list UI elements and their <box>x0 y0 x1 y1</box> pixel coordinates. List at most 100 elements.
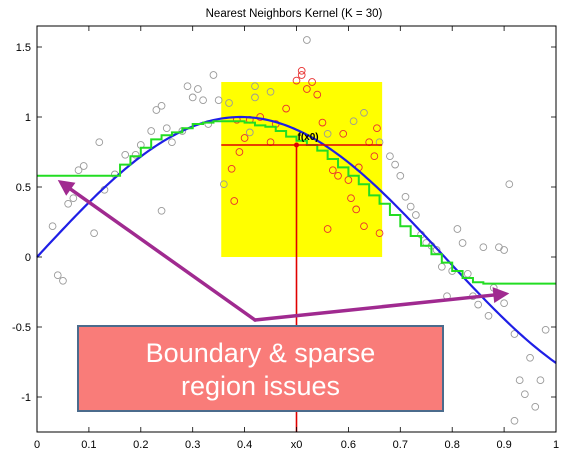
neighbor-point <box>334 171 342 180</box>
callout-arrow-shaft <box>253 293 496 322</box>
data-point <box>147 127 156 135</box>
data-point <box>437 262 446 271</box>
data-point <box>484 311 493 320</box>
query-label: f(x0) <box>298 132 319 143</box>
neighbor-point <box>240 134 249 142</box>
neighbor-point <box>347 194 355 203</box>
data-point <box>121 150 130 159</box>
data-point <box>323 129 332 138</box>
arrow-layer <box>57 180 510 322</box>
data-point <box>245 128 254 137</box>
data-point <box>396 171 405 180</box>
query-point <box>294 142 299 148</box>
data-point <box>251 82 259 91</box>
y-tick-label: 0 <box>25 252 31 264</box>
y-tick-label: 1 <box>25 112 31 124</box>
data-point <box>526 353 534 362</box>
x-tick-label: 0.6 <box>341 439 356 451</box>
data-point <box>458 239 467 247</box>
data-point <box>74 166 83 175</box>
neighbor-point <box>373 124 381 133</box>
data-point <box>183 82 192 91</box>
data-point <box>209 71 218 79</box>
neighbor-point <box>297 71 306 79</box>
neighbor-point <box>235 148 244 156</box>
data-point <box>251 93 259 102</box>
data-point <box>64 199 72 208</box>
data-point <box>515 376 524 385</box>
callout-arrow-shaft <box>69 187 257 322</box>
data-point <box>406 202 415 211</box>
ticks-layer: 0 0.1 0.2 0.3 0.4 x0 0.6 0.7 0.8 0.9 1 1.5 1 0.5 0 -0.5… <box>12 26 559 451</box>
knn-fit-line <box>37 120 556 285</box>
x-tick-label: 0.8 <box>445 439 460 451</box>
x-tick-label: 0.2 <box>133 439 148 451</box>
data-point <box>500 299 508 308</box>
data-point <box>194 85 202 93</box>
data-point <box>510 330 519 338</box>
chart-title: Nearest Neighbors Kernel (K = 30) <box>206 8 383 20</box>
neighbor-point <box>292 76 301 85</box>
neighbor-point <box>297 66 306 75</box>
neighbor-point <box>360 222 368 231</box>
y-tick-label: -0.5 <box>12 322 31 334</box>
data-point <box>152 106 161 114</box>
data-point <box>90 229 98 238</box>
data-point <box>500 246 508 254</box>
data-point <box>79 162 88 170</box>
x-tick-label: x0 <box>291 439 303 451</box>
true-function-line <box>36 115 557 364</box>
data-point <box>157 206 166 215</box>
data-point <box>168 138 176 147</box>
neighbor-point <box>318 118 327 127</box>
data-point <box>536 376 545 385</box>
data-point <box>225 99 233 107</box>
data-point <box>188 93 197 102</box>
y-tick-label: 0.5 <box>16 182 31 194</box>
data-point <box>391 160 399 169</box>
data-point <box>453 225 462 233</box>
x-tick-label: 0.4 <box>237 439 252 451</box>
x-tick-label: 0.7 <box>393 439 408 451</box>
x-tick-label: 0.9 <box>496 439 511 451</box>
x-tick-label: 0 <box>34 439 40 451</box>
neighbor-point <box>370 152 379 161</box>
data-point <box>214 96 223 105</box>
neighbor-point <box>339 129 348 138</box>
data-point <box>386 152 394 161</box>
data-point <box>48 222 57 231</box>
neighbor-point <box>328 166 337 175</box>
y-tick-label: 1.5 <box>16 42 31 54</box>
callout-arrow-head <box>57 180 76 196</box>
data-point <box>474 300 483 309</box>
data-point <box>349 117 358 126</box>
data-point <box>521 390 529 399</box>
callout-arrow-head <box>492 287 510 304</box>
x-tick-label: 1 <box>553 439 559 451</box>
neighbor-point <box>303 85 311 93</box>
data-point <box>505 180 514 189</box>
data-point <box>95 138 104 147</box>
data-point <box>266 87 275 96</box>
data-point <box>479 243 488 252</box>
x-tick-label: 0.3 <box>185 439 200 451</box>
neighbor-point <box>282 104 290 113</box>
data-point <box>412 211 420 219</box>
data-point <box>59 276 67 285</box>
neighbor-point <box>308 78 316 86</box>
data-point <box>303 36 311 44</box>
callout-line-2: region issues <box>180 371 341 401</box>
callout-line-1: Boundary & sparse <box>145 338 376 368</box>
neighbor-point <box>230 197 239 205</box>
neighbor-point <box>375 229 384 238</box>
data-point <box>531 402 540 411</box>
neighbor-point <box>227 164 236 173</box>
data-point <box>401 192 410 201</box>
x-tick-label: 0.1 <box>81 439 96 451</box>
neighbor-point <box>313 90 322 99</box>
data-point <box>495 243 503 252</box>
data-point <box>53 271 62 280</box>
data-point <box>69 194 78 203</box>
data-point <box>162 124 171 133</box>
data-point <box>510 416 519 425</box>
